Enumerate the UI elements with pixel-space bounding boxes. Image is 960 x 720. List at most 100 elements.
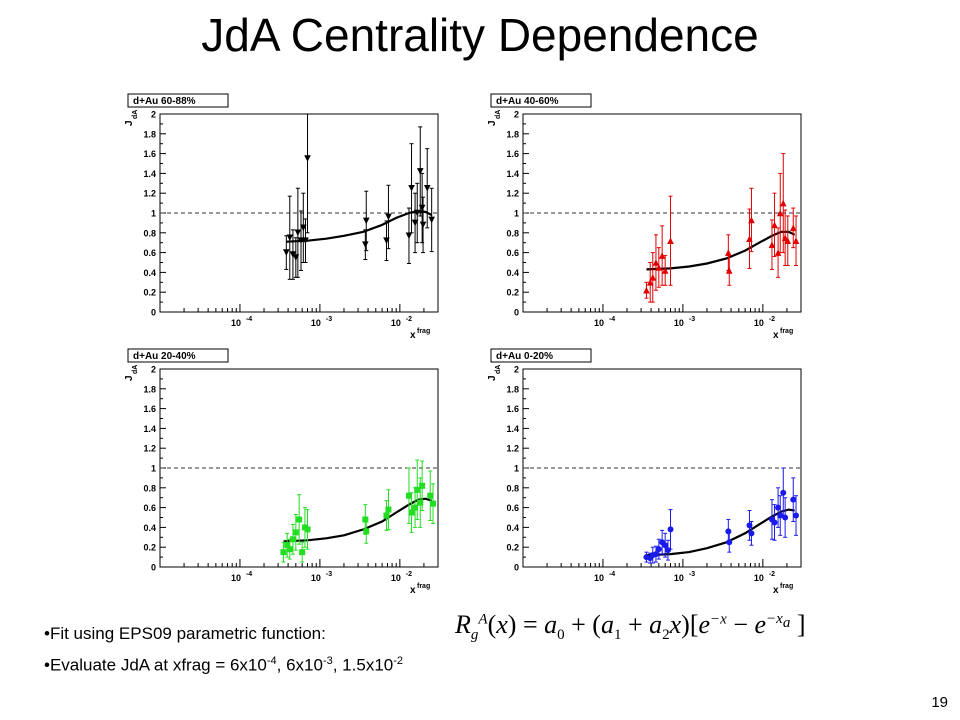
data-point [423,148,431,229]
x-tick-label: 10 [231,573,241,583]
x-axis-label-super: frag [780,328,793,335]
data-point [643,281,650,299]
marker-square [383,512,390,519]
y-axis-label-sub: dA [132,110,139,119]
marker-square [284,542,291,549]
y-tick-label: 0.4 [506,523,519,533]
data-point [775,487,782,528]
data-point [667,509,674,550]
chart-panels: d+Au 60-88%00.20.40.60.811.21.41.61.8210… [124,93,802,596]
x-axis-label: x [773,330,779,341]
data-point [416,126,424,217]
y-tick-label: 1.6 [506,149,519,159]
data-point [782,497,789,538]
y-axis-label: J [124,375,135,381]
bullet-eval-exp1: -4 [266,655,277,667]
x-tick-exponent: -3 [689,571,695,578]
x-axis-label: x [410,585,416,596]
panel-title: d+Au 20-40% [133,351,196,362]
marker-circle [662,542,669,549]
plot-frame [159,113,439,313]
y-tick-label: 0.6 [143,503,156,513]
chart-panel-2: d+Au 40-60% 0 0.2 0.4 0.6 0.8 1 1.2 1.4 1.6 1.8 2 10… [487,93,802,341]
y-axis-label-sub: dA [132,365,139,374]
bullet-fit-description: •Fit using EPS09 parametric function: [44,624,326,643]
bullet-eval-text: Evaluate JdA at xfrag = 6x10 [49,655,267,675]
y-axis-label-sub: dA [495,365,502,374]
y-tick-label: 1.8 [506,384,519,394]
data-point [649,252,657,303]
fit-curve [646,230,796,271]
slide-title: JdA Centrality Dependence [201,9,759,61]
marker-triangle-up [768,241,776,248]
data-point [385,489,392,530]
x-tick-label: 10 [594,318,604,328]
data-point [430,483,437,524]
panel-title: d+Au 40-60% [496,96,559,107]
panel-title-frame [490,348,592,363]
data-point [748,520,755,546]
y-tick-label: 2 [514,110,519,120]
marker-triangle-down [286,234,294,242]
marker-square [427,492,434,499]
data-point [779,153,787,254]
marker-square [304,526,311,533]
marker-triangle-up [792,237,800,245]
bullet-eval-mid2: , 1.5x10 [332,655,394,675]
marker-square [280,549,287,556]
data-point [646,262,654,303]
marker-triangle-up [646,279,654,286]
bullet-eval-exp3: -2 [393,655,404,667]
marker-triangle-down [283,249,290,256]
x-axis-label-super: frag [417,583,430,590]
marker-triangle-up [725,249,732,256]
x-tick-exponent: -4 [609,571,615,578]
y-tick-label: 0.6 [506,503,519,513]
marker-triangle-down [428,216,435,224]
x-axis-label-super: frag [780,583,793,590]
y-tick-label: 0 [151,563,156,573]
marker-triangle-up [643,286,650,294]
marker-triangle-down [385,213,392,221]
y-tick-label: 1.8 [506,129,519,139]
marker-circle [748,530,755,537]
marker-circle [775,504,782,511]
x-tick-exponent: -2 [406,316,412,323]
bullet-eval-exp2: -3 [322,655,333,667]
data-point [292,514,299,551]
y-tick-label: 1.2 [506,444,519,454]
marker-circle [771,519,778,526]
x-tick-exponent: -4 [246,571,252,578]
chart-panel-1: d+Au 60-88% 0 0.2 0.4 0.6 0.8 1 1.2 1.4 1.6 1.8 2 10… [124,93,439,341]
y-tick-label: 0.4 [143,268,156,278]
marker-square [408,509,415,516]
data-point [725,234,732,271]
marker-triangle-up [725,267,733,274]
eps09-formula: RgA(x) = a0 + (a1 + a2x)[e−x − e−xa ] [455,610,806,644]
marker-triangle-down [411,219,419,227]
data-point [299,541,306,563]
data-point [296,494,303,545]
y-tick-label: 1.6 [506,404,519,414]
x-axis-label: x [410,330,416,341]
data-point [793,495,800,536]
y-axis-label: J [487,120,498,126]
data-point [411,192,419,254]
y-axis-label: J [487,375,498,381]
fit-curve [283,497,433,543]
x-tick-label: 10 [391,573,401,583]
data-point [297,210,305,271]
x-tick-label: 10 [674,318,684,328]
data-point [363,518,370,544]
y-tick-label: 1.4 [506,169,519,179]
marker-square [296,516,303,523]
marker-circle [725,528,732,535]
marker-triangle-up [661,267,669,274]
data-point [383,500,390,531]
y-tick-label: 0.6 [143,248,156,258]
data-point [661,255,669,286]
x-tick-label: 10 [674,573,684,583]
marker-triangle-up [776,209,784,217]
marker-circle [664,547,671,554]
marker-square [417,499,424,506]
